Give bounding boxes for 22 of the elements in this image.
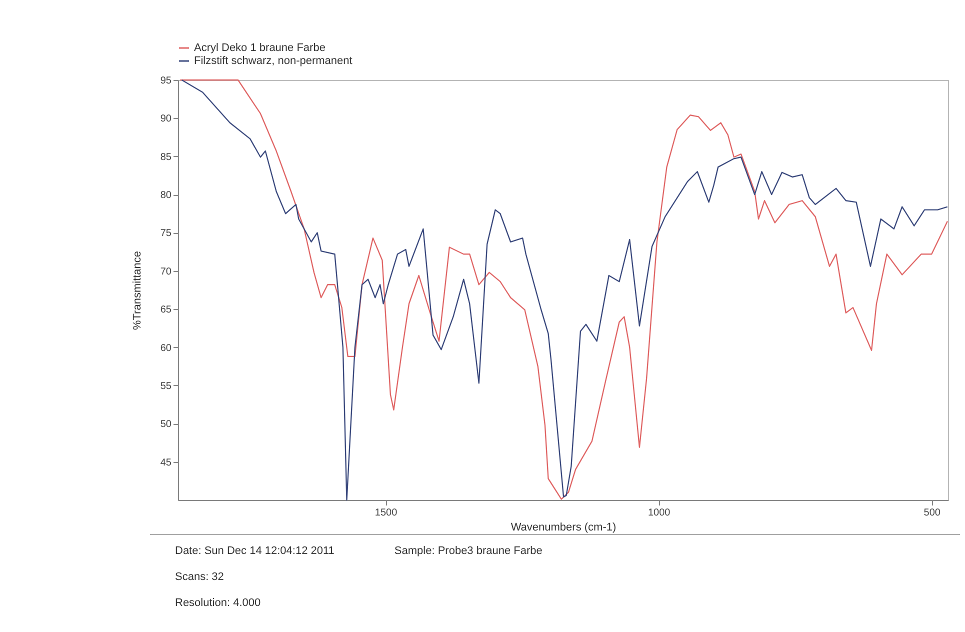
x-tick-label: 500 — [924, 508, 941, 518]
y-tick-label: 55 — [160, 380, 172, 392]
text: Resolution: 4.000 — [175, 597, 261, 609]
x-axis-title: Wavenumbers (cm-1) — [510, 522, 616, 534]
x-tick-label: 1000 — [648, 508, 671, 518]
x-tick-label: 1500 — [374, 508, 398, 518]
y-tick-label: 75 — [160, 228, 172, 240]
y-tick-label: 60 — [160, 342, 172, 354]
y-axis-title: %Transmittance — [131, 250, 144, 330]
text: Sample: Probe3 braune Farbe — [394, 545, 542, 557]
legend-label: Filzstift schwarz, non-permanent — [194, 55, 352, 67]
y-tick-label: 85 — [160, 152, 172, 163]
y-tick-label: 70 — [160, 266, 172, 278]
text: Date: Sun Dec 14 12:04:12 2011 — [175, 545, 334, 557]
y-tick-label: 80 — [160, 190, 172, 202]
y-tick-label: 50 — [160, 419, 172, 430]
y-tick-label: 45 — [160, 457, 172, 468]
legend-label: Acryl Deko 1 braune Farbe — [194, 42, 326, 54]
text: Scans: 32 — [175, 571, 224, 583]
y-tick-label: 95 — [160, 76, 172, 86]
y-tick-label: 90 — [160, 114, 172, 125]
y-tick-label: 65 — [160, 304, 172, 316]
